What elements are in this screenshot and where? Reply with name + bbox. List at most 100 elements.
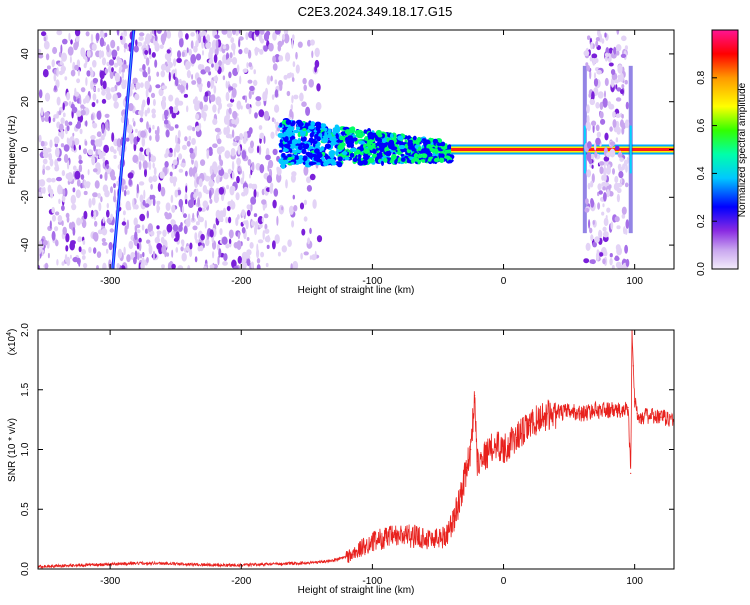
noise-speck — [278, 55, 284, 62]
noise-speck — [604, 250, 608, 257]
noise-speck — [586, 104, 590, 114]
noise-speck — [226, 112, 230, 121]
noise-speck — [614, 145, 620, 151]
noise-speck — [68, 121, 73, 126]
x-tick-label: -200 — [231, 576, 251, 587]
snr-data-point — [378, 538, 380, 540]
noise-speck — [70, 69, 76, 77]
noise-speck — [589, 56, 593, 62]
noise-speck — [144, 168, 147, 178]
noise-speck — [301, 101, 307, 107]
noise-speck — [303, 251, 309, 256]
noise-speck — [265, 262, 269, 268]
noise-speck — [101, 57, 107, 66]
noise-speck — [132, 198, 135, 208]
noise-speck — [73, 42, 78, 51]
noise-speck — [194, 96, 198, 103]
noise-speck — [79, 128, 83, 135]
snr-data-point — [496, 442, 498, 445]
noise-speck — [227, 168, 232, 175]
snr-series-line — [38, 330, 674, 569]
noise-speck — [601, 181, 607, 187]
noise-speck — [255, 100, 262, 107]
noise-speck — [111, 132, 115, 143]
noise-speck — [238, 38, 241, 48]
noise-speck — [138, 161, 142, 170]
signal-speck — [383, 157, 388, 163]
noise-speck — [140, 262, 145, 269]
snr-data-point — [489, 448, 491, 451]
noise-speck — [288, 205, 294, 215]
noise-speck — [249, 85, 255, 92]
noise-speck — [603, 192, 607, 202]
noise-speck — [94, 139, 101, 147]
noise-speck — [178, 153, 183, 160]
spectrogram-feature-carrier-line — [451, 65, 674, 234]
noise-speck — [283, 33, 290, 44]
noise-speck — [112, 93, 118, 102]
noise-speck — [269, 185, 274, 194]
snr-data-point — [391, 536, 393, 538]
streak-core — [112, 30, 135, 269]
noise-speck — [211, 39, 218, 50]
noise-speck — [606, 189, 610, 198]
noise-speck — [149, 54, 152, 60]
signal-speck — [444, 149, 452, 154]
noise-speck — [60, 129, 65, 140]
signal-speck — [278, 159, 285, 165]
noise-speck — [195, 221, 200, 226]
noise-speck — [271, 117, 275, 122]
signal-speck — [362, 159, 368, 166]
noise-speck — [84, 95, 90, 104]
signal-speck — [385, 150, 392, 157]
noise-speck — [64, 120, 69, 127]
noise-speck — [271, 94, 275, 100]
noise-speck — [277, 40, 283, 48]
signal-speck — [367, 158, 375, 163]
noise-speck — [297, 41, 303, 48]
noise-speck — [73, 138, 80, 146]
noise-speck — [59, 60, 63, 66]
noise-speck — [114, 72, 120, 83]
noise-speck — [72, 132, 75, 137]
noise-speck — [44, 111, 50, 118]
noise-speck — [295, 64, 300, 74]
noise-speck — [136, 41, 143, 47]
noise-speck — [121, 71, 125, 79]
noise-speck — [121, 221, 127, 226]
signal-speck — [418, 146, 422, 151]
snr-y-ticks: 0.0 0.5 1.0 1.5 2.0 — [20, 323, 674, 576]
noise-speck — [189, 147, 194, 154]
noise-speck — [246, 209, 251, 217]
noise-speck — [197, 207, 203, 212]
noise-speck — [185, 218, 191, 228]
noise-speck — [244, 95, 248, 103]
noise-speck — [295, 51, 298, 60]
noise-speck — [196, 77, 202, 85]
noise-speck — [309, 173, 316, 181]
noise-speck — [262, 230, 265, 240]
noise-speck — [194, 102, 200, 112]
noise-speck — [209, 198, 213, 204]
noise-speck — [236, 157, 242, 166]
noise-speck — [614, 216, 620, 223]
noise-speck — [272, 31, 277, 41]
noise-speck — [618, 166, 624, 172]
noise-speck — [219, 228, 223, 236]
signal-speck — [398, 140, 404, 146]
noise-speck — [608, 191, 614, 197]
noise-speck — [225, 91, 230, 102]
noise-speck — [173, 179, 176, 187]
noise-speck — [619, 72, 624, 83]
noise-speck — [92, 168, 98, 173]
noise-speck — [195, 125, 200, 132]
spectrogram-y-label: Frequency (Hz) — [7, 116, 18, 185]
noise-speck — [246, 62, 249, 69]
noise-speck — [615, 244, 621, 252]
noise-speck — [78, 144, 81, 151]
noise-speck — [148, 151, 151, 162]
noise-speck — [104, 68, 109, 74]
noise-speck — [221, 236, 228, 245]
noise-speck — [101, 123, 105, 134]
signal-speck — [439, 153, 445, 158]
